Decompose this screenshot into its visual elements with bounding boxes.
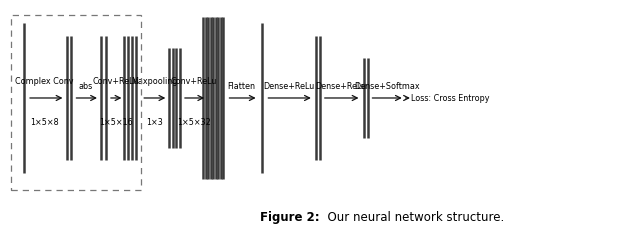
Text: abs: abs — [78, 82, 93, 91]
Text: 1×5×32: 1×5×32 — [177, 118, 211, 127]
Text: Maxpooling: Maxpooling — [131, 76, 178, 85]
Text: Dense+Softmax: Dense+Softmax — [355, 82, 420, 91]
Text: 1×3: 1×3 — [146, 118, 163, 127]
Text: Flatten: Flatten — [228, 82, 255, 91]
Text: Dense+ReLu: Dense+ReLu — [264, 82, 315, 91]
Text: Complex Conv: Complex Conv — [15, 76, 74, 85]
Text: Conv+ReLu: Conv+ReLu — [171, 76, 217, 85]
Text: 1×5×8: 1×5×8 — [29, 118, 58, 127]
Text: Conv+ReLu: Conv+ReLu — [92, 76, 139, 85]
Text: Loss: Cross Entropy: Loss: Cross Entropy — [411, 94, 490, 103]
Text: Our neural network structure.: Our neural network structure. — [320, 210, 504, 223]
Text: Figure 2:: Figure 2: — [260, 210, 320, 223]
Text: Dense+ReLu: Dense+ReLu — [316, 82, 367, 91]
Text: 1×5×16: 1×5×16 — [99, 118, 132, 127]
